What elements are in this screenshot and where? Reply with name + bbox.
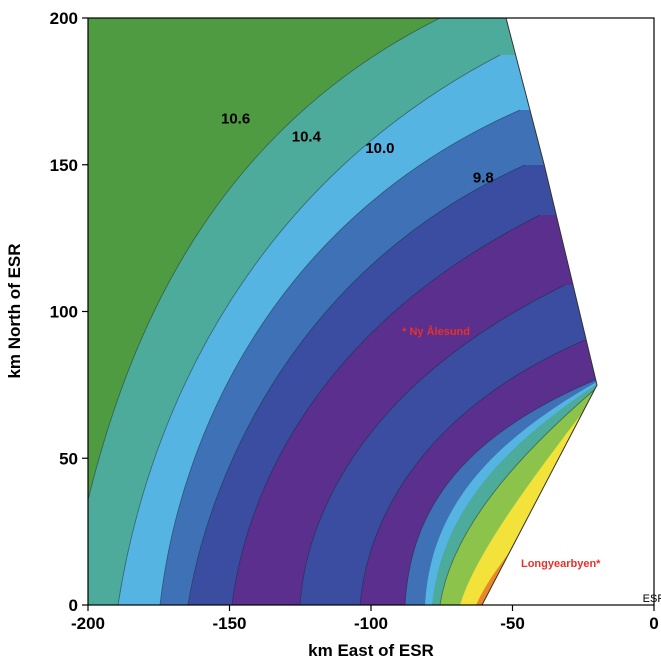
x-tick-label: -100	[354, 614, 388, 633]
x-tick-label: -200	[71, 614, 105, 633]
contour-lines	[88, 18, 597, 605]
ny-alesund-label: * Ny Ålesund	[402, 325, 470, 338]
contour-fills	[88, 18, 597, 605]
contour-line	[359, 339, 586, 605]
esr-location-label: ESR	[643, 593, 661, 605]
y-tick-label: 0	[69, 596, 78, 615]
x-tick-label: 0	[649, 614, 658, 633]
y-tick-label: 50	[59, 449, 78, 468]
x-axis-label: km East of ESR	[308, 641, 434, 660]
contour-line	[117, 54, 501, 605]
annotations: * Ny Ålesund Longyearbyen* ESR	[402, 325, 661, 605]
longyearbyen-label: Longyearbyen*	[521, 558, 601, 570]
x-tick-label: -150	[212, 614, 246, 633]
contour-labels: 10.6 10.4 10.0 9.8	[221, 111, 494, 187]
y-tick-label: 100	[50, 303, 78, 322]
contour-line	[439, 384, 597, 605]
axis-ticks: -200 -150 -100 -50 0 0 50 100 150 200	[50, 9, 659, 633]
y-tick-label: 150	[50, 156, 78, 175]
contour-line	[88, 18, 441, 501]
contour-line	[404, 377, 597, 605]
contour-value-label: 10.4	[292, 128, 322, 145]
contour-line	[231, 214, 541, 605]
contour-value-label: 10.0	[365, 140, 394, 157]
y-tick-label: 200	[50, 9, 78, 28]
contour-line	[159, 109, 521, 605]
contour-value-label: 9.8	[473, 169, 494, 186]
contour-value-label: 10.6	[221, 111, 250, 128]
contour-line	[187, 164, 526, 605]
x-tick-label: -50	[500, 614, 525, 633]
y-axis-label: km North of ESR	[5, 243, 24, 378]
contour-line	[299, 284, 566, 605]
